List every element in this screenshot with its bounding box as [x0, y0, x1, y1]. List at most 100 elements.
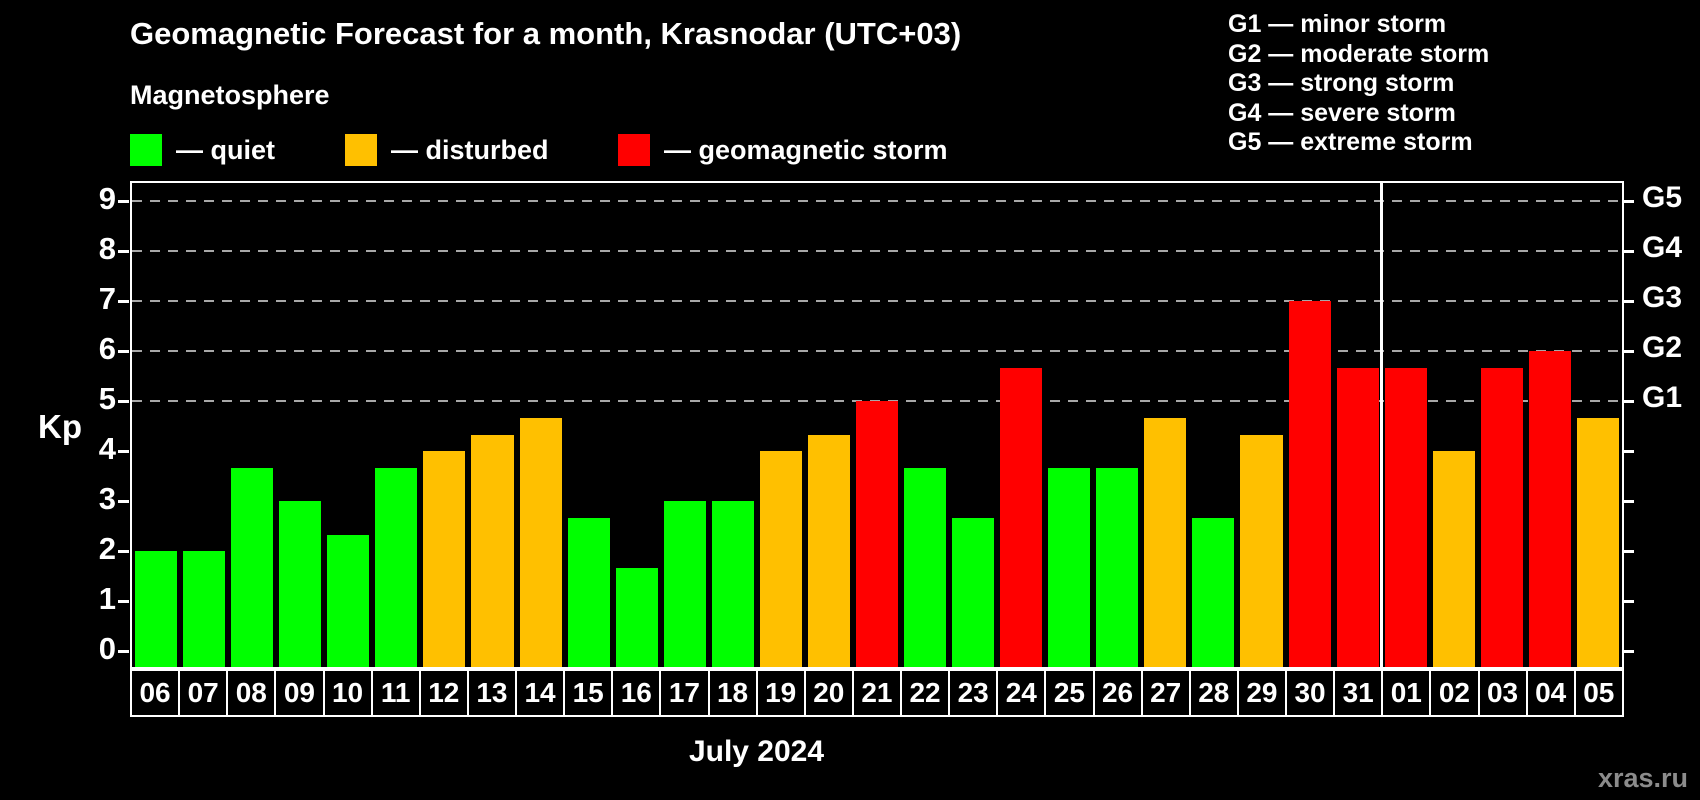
date-cell-30: 30 — [1285, 671, 1334, 715]
y-tick-label-5: 5 — [98, 381, 116, 416]
storm-color-swatch — [618, 134, 650, 166]
date-cell-23: 23 — [948, 671, 997, 715]
bar-18-quiet — [711, 501, 754, 667]
left-tick-kp-5 — [118, 399, 129, 403]
date-cell-03: 03 — [1477, 671, 1526, 715]
storm-scale-g1: G1 — minor storm — [1228, 10, 1447, 38]
gridline-kp-8 — [132, 250, 1622, 252]
date-cell-20: 20 — [803, 671, 852, 715]
bar-05-disturbed — [1576, 417, 1619, 667]
gridline-kp-7 — [132, 300, 1622, 302]
right-tick-kp-4 — [1623, 449, 1634, 453]
bar-14-disturbed — [519, 417, 562, 667]
date-cell-05: 05 — [1573, 671, 1622, 715]
bar-19-disturbed — [759, 451, 802, 667]
right-tick-kp-5 — [1623, 399, 1634, 403]
date-cell-14: 14 — [515, 671, 564, 715]
bar-12-disturbed — [423, 451, 466, 667]
bar-08-quiet — [231, 467, 274, 667]
date-cell-16: 16 — [611, 671, 660, 715]
right-tick-kp-6 — [1623, 349, 1634, 353]
left-tick-kp-6 — [118, 349, 129, 353]
bar-25-quiet — [1048, 467, 1091, 667]
right-tick-kp-2 — [1623, 549, 1634, 553]
date-cell-13: 13 — [466, 671, 515, 715]
date-cell-26: 26 — [1092, 671, 1141, 715]
bar-02-disturbed — [1432, 451, 1475, 667]
bar-01-storm — [1384, 367, 1427, 667]
bar-07-quiet — [183, 551, 226, 667]
y-tick-label-8: 8 — [98, 231, 116, 266]
legend-label-storm: — geomagnetic storm — [664, 134, 948, 165]
bar-16-quiet — [615, 567, 658, 667]
date-cell-01: 01 — [1381, 671, 1430, 715]
left-tick-kp-9 — [118, 199, 129, 203]
date-cell-21: 21 — [851, 671, 900, 715]
left-tick-kp-2 — [118, 549, 129, 553]
bar-23-quiet — [952, 517, 995, 667]
right-axis-label-g4: G4 — [1642, 231, 1683, 264]
chart-title: Geomagnetic Forecast for a month, Krasno… — [130, 16, 962, 51]
y-tick-label-4: 4 — [98, 431, 116, 466]
bar-27-disturbed — [1144, 417, 1187, 667]
left-tick-kp-3 — [118, 499, 129, 503]
legend-item-quiet: — quiet — [130, 134, 275, 166]
bar-13-disturbed — [471, 434, 514, 667]
y-tick-label-6: 6 — [98, 331, 116, 366]
date-cell-09: 09 — [274, 671, 323, 715]
date-cell-28: 28 — [1188, 671, 1237, 715]
date-cell-04: 04 — [1525, 671, 1574, 715]
bar-20-disturbed — [807, 434, 850, 667]
storm-scale-g2: G2 — moderate storm — [1228, 39, 1490, 68]
date-cell-29: 29 — [1236, 671, 1285, 715]
bar-09-quiet — [279, 501, 322, 667]
left-tick-kp-8 — [118, 249, 129, 253]
bar-29-disturbed — [1240, 434, 1283, 667]
date-cell-10: 10 — [322, 671, 371, 715]
bar-26-quiet — [1096, 467, 1139, 667]
right-axis-label-g5: G5 — [1642, 181, 1683, 214]
bar-31-storm — [1336, 367, 1379, 667]
y-tick-label-1: 1 — [98, 581, 116, 616]
y-axis-title: Kp — [38, 408, 82, 445]
date-cell-15: 15 — [563, 671, 612, 715]
gridline-kp-6 — [132, 350, 1622, 352]
bar-17-quiet — [663, 501, 706, 667]
bar-10-quiet — [327, 534, 370, 667]
right-axis-label-g3: G3 — [1642, 281, 1683, 314]
bar-21-storm — [855, 401, 899, 667]
bar-06-quiet — [135, 551, 178, 667]
date-cell-31: 31 — [1333, 671, 1382, 715]
watermark: xras.ru — [1597, 763, 1688, 793]
left-tick-kp-7 — [118, 299, 129, 303]
left-tick-kp-4 — [118, 449, 129, 453]
right-tick-kp-3 — [1623, 499, 1634, 503]
bar-24-storm — [1000, 367, 1043, 667]
storm-scale-g5: G5 — extreme storm — [1228, 128, 1473, 156]
right-tick-kp-0 — [1623, 649, 1634, 653]
legend-item-storm: — geomagnetic storm — [618, 134, 948, 166]
left-tick-kp-0 — [118, 649, 129, 653]
left-tick-kp-1 — [118, 599, 129, 603]
date-cell-24: 24 — [996, 671, 1045, 715]
legend-label-quiet: — quiet — [176, 134, 275, 165]
storm-scale-legend: G1 — minor storm G2 — moderate storm G3 … — [1228, 10, 1489, 158]
date-cell-18: 18 — [707, 671, 756, 715]
date-cell-19: 19 — [755, 671, 804, 715]
chart-subtitle: Magnetosphere — [130, 80, 330, 110]
date-cell-07: 07 — [178, 671, 227, 715]
bar-15-quiet — [567, 517, 610, 667]
disturbed-color-swatch — [345, 134, 377, 166]
date-cell-22: 22 — [900, 671, 949, 715]
legend-item-disturbed: — disturbed — [345, 134, 549, 166]
right-tick-kp-7 — [1623, 299, 1634, 303]
bar-03-storm — [1480, 367, 1523, 667]
date-cell-06: 06 — [132, 671, 179, 715]
right-tick-kp-8 — [1623, 249, 1634, 253]
date-cell-12: 12 — [418, 671, 467, 715]
bar-28-quiet — [1192, 517, 1235, 667]
x-axis-month-label: July 2024 — [688, 735, 825, 768]
bar-22-quiet — [904, 467, 947, 667]
gridline-kp-9 — [132, 200, 1622, 202]
